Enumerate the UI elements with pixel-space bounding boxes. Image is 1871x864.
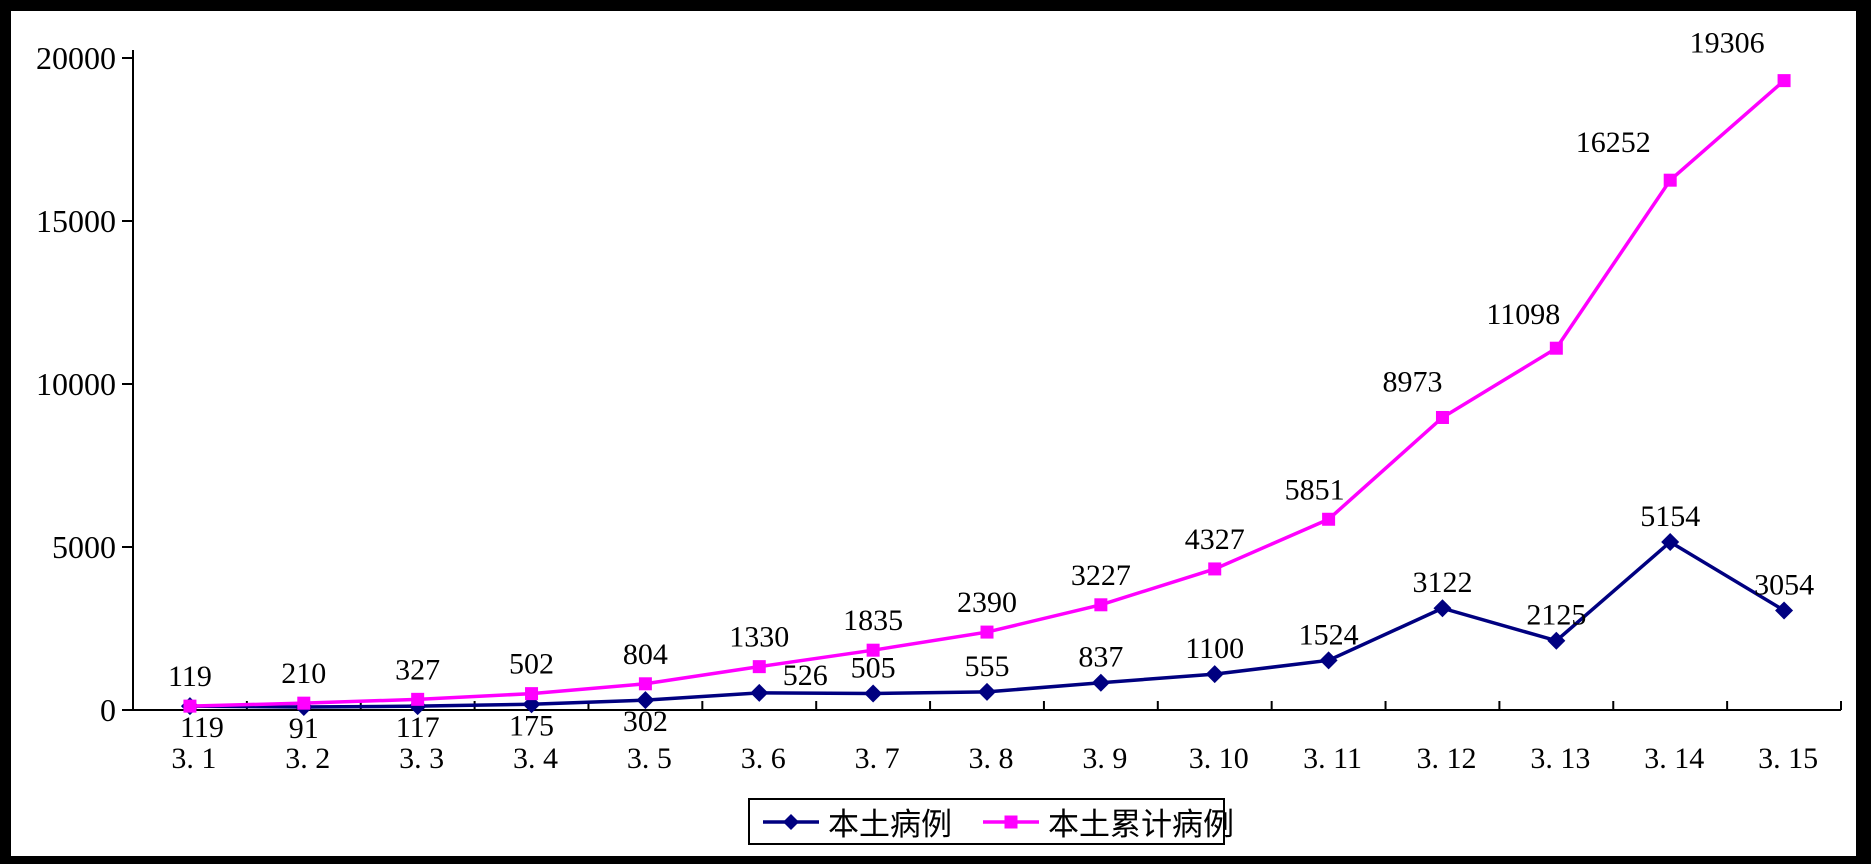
data-label: 327	[395, 653, 440, 686]
data-label: 3227	[1071, 559, 1131, 592]
data-point-marker	[1322, 512, 1336, 526]
data-label: 2125	[1526, 599, 1586, 632]
x-tick-label: 3. 6	[741, 742, 786, 775]
data-label: 302	[623, 705, 668, 738]
data-point-marker	[750, 683, 769, 702]
data-label: 3054	[1754, 568, 1814, 601]
data-point-marker	[1777, 74, 1791, 88]
data-point-marker	[864, 684, 883, 703]
data-label: 526	[783, 659, 828, 692]
data-point-marker	[638, 677, 652, 691]
x-tick-label: 3. 8	[969, 742, 1014, 775]
data-point-marker	[297, 696, 311, 710]
x-tick-label: 3. 3	[399, 742, 444, 775]
data-point-marker	[411, 692, 425, 706]
legend-item-local-cases: 本土病例	[762, 799, 952, 844]
data-label: 119	[180, 711, 224, 744]
data-point-marker	[1435, 410, 1449, 424]
x-tick-label: 3. 4	[513, 742, 558, 775]
x-tick-label: 3. 15	[1758, 742, 1818, 775]
data-point-marker	[1091, 673, 1110, 692]
data-point-marker	[1319, 651, 1338, 670]
y-tick-label: 0	[100, 692, 116, 728]
y-tick-label: 10000	[36, 366, 116, 402]
data-label: 1835	[843, 604, 903, 637]
data-label: 8973	[1382, 365, 1442, 398]
data-label: 175	[509, 709, 554, 742]
data-label: 3122	[1412, 566, 1472, 599]
data-label: 837	[1078, 641, 1123, 674]
y-tick-label: 20000	[36, 40, 116, 76]
legend-label-local-cases: 本土病例	[828, 807, 952, 842]
data-label: 4327	[1185, 523, 1245, 556]
data-point-marker	[525, 687, 539, 701]
x-tick-label: 3. 5	[627, 742, 672, 775]
data-label: 91	[289, 712, 319, 745]
x-tick-label: 3. 2	[285, 742, 330, 775]
x-tick-label: 3. 10	[1189, 742, 1249, 775]
y-tick-label: 15000	[36, 203, 116, 239]
data-label: 16252	[1576, 126, 1651, 159]
data-label: 119	[168, 660, 212, 693]
data-point-marker	[980, 625, 994, 639]
chart-canvas	[11, 11, 1856, 856]
data-label: 117	[396, 711, 440, 744]
data-point-marker	[1433, 599, 1452, 618]
data-label: 5851	[1285, 473, 1345, 506]
data-label: 804	[623, 638, 668, 671]
legend-item-cumulative-cases: 本土累计病例	[982, 799, 1234, 844]
data-point-marker	[978, 682, 996, 701]
legend-swatch-square-icon	[983, 815, 1039, 828]
x-tick-label: 3. 9	[1082, 742, 1127, 775]
data-point-marker	[1208, 562, 1222, 576]
data-label: 2390	[957, 586, 1017, 619]
x-tick-label: 3. 14	[1644, 742, 1704, 775]
data-label: 1524	[1299, 618, 1359, 651]
data-label: 1100	[1185, 632, 1244, 665]
data-point-marker	[1205, 665, 1224, 684]
data-point-marker	[1549, 341, 1563, 355]
x-tick-label: 3. 11	[1303, 742, 1362, 775]
legend-label-cumulative-cases: 本土累计病例	[1048, 807, 1234, 842]
data-label: 502	[509, 648, 554, 681]
data-point-marker	[1661, 532, 1680, 551]
data-point-marker	[1663, 173, 1677, 187]
data-point-marker	[1547, 631, 1566, 650]
legend-swatch-diamond-icon	[763, 813, 819, 830]
x-tick-label: 3. 7	[855, 742, 900, 775]
data-point-marker	[183, 699, 197, 713]
data-label: 1330	[729, 621, 789, 654]
data-point-marker	[636, 691, 655, 710]
data-label: 5154	[1640, 500, 1700, 533]
x-tick-label: 3. 13	[1530, 742, 1590, 775]
y-tick-label: 5000	[52, 529, 116, 565]
chart-legend: 本土病例 本土累计病例	[748, 798, 1234, 845]
data-label: 210	[281, 657, 326, 690]
data-point-marker	[866, 643, 880, 657]
data-point-marker	[752, 660, 766, 674]
data-point-marker	[1094, 598, 1108, 612]
data-label: 505	[851, 652, 896, 685]
data-point-marker	[1775, 601, 1794, 620]
x-tick-label: 3. 12	[1416, 742, 1476, 775]
x-tick-label: 3. 1	[171, 742, 216, 775]
data-label: 11098	[1486, 298, 1560, 331]
data-label: 555	[965, 650, 1010, 683]
data-label: 19306	[1690, 27, 1765, 60]
